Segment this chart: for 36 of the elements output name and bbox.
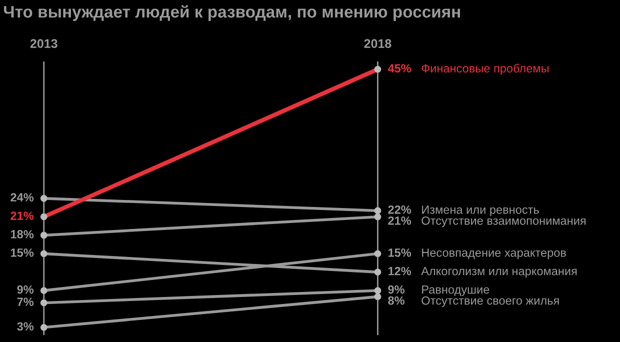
point [40, 250, 48, 258]
data-label: 18% [10, 230, 34, 238]
data-label: 12% [388, 266, 412, 276]
point [374, 250, 382, 258]
point [374, 207, 382, 214]
x-tick-label: 2018 [364, 39, 392, 48]
data-label: 9% [17, 285, 34, 294]
point [40, 287, 48, 294]
data-label: 24% [10, 193, 34, 202]
point [374, 213, 382, 220]
point [374, 293, 382, 300]
data-label: 7% [17, 298, 34, 306]
text: Отсутствие своего жилья [422, 296, 559, 308]
text: Измена или ревность [422, 206, 539, 216]
point [40, 232, 48, 239]
data-label: 15% [388, 248, 412, 257]
data-label: 21% [388, 216, 412, 225]
x-tick-label: 2013 [30, 39, 58, 48]
point [40, 299, 48, 306]
point [40, 194, 48, 202]
point [40, 324, 48, 331]
data-label: 9% [388, 285, 404, 294]
text: Равнодушие [422, 285, 490, 296]
text: Отсутствие взаимопонимания [422, 216, 586, 228]
data-label: 8% [388, 296, 404, 305]
chart-title: Что вынуждает людей к разводам, по мнению россиян [4, 5, 460, 21]
data-label: 45% [388, 64, 412, 72]
data-label: 22% [388, 205, 412, 214]
text: Алкоголизм или наркомания [421, 267, 577, 278]
data-label: 15% [10, 248, 34, 257]
text: Несовпадение характеров [422, 248, 566, 260]
data-label: 21% [10, 212, 34, 220]
point [374, 287, 382, 294]
point [374, 268, 382, 276]
text: Финансовые проблемы [422, 64, 548, 75]
data-label: 3% [17, 322, 34, 331]
